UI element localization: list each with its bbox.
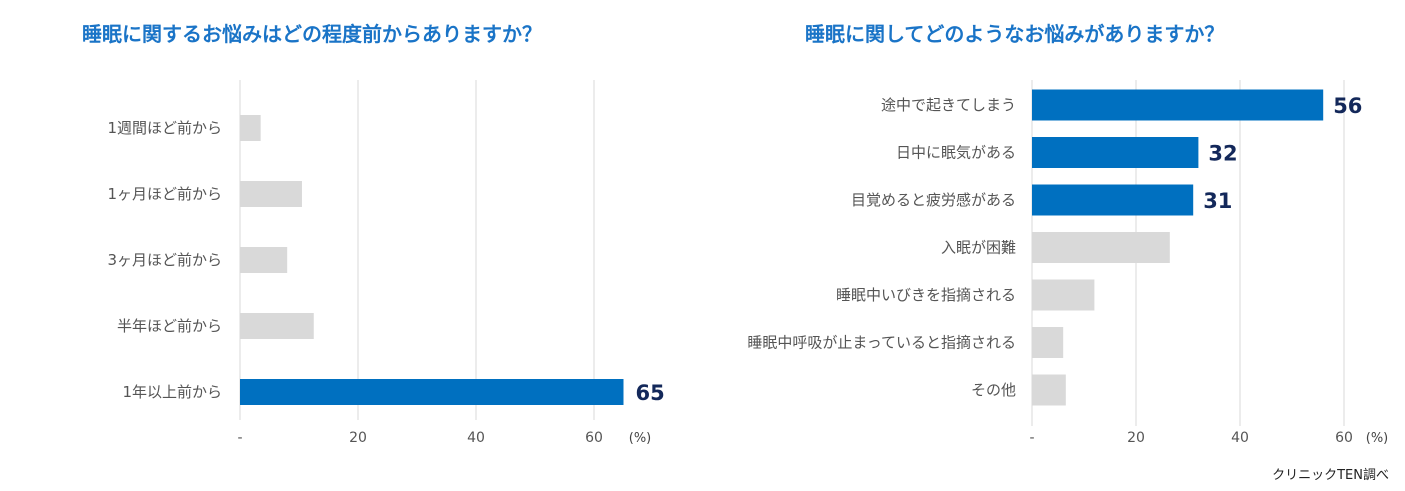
concerns-category-label-6: その他 xyxy=(971,381,1016,399)
duration-tick-label-3: 60 xyxy=(585,430,603,446)
concerns-bar-1 xyxy=(1032,137,1199,168)
concerns-tick-label-0: - xyxy=(1029,430,1034,446)
duration-bar-0 xyxy=(240,115,261,141)
duration-category-label-3: 半年ほど前から xyxy=(117,317,222,335)
chart-duration: - 20 40 60 (%) 1週間ほど前から 1ヶ月ほど前から 3ヶ月ほど前から半年ほど前か… xyxy=(107,80,665,446)
concerns-bar-0 xyxy=(1032,89,1324,121)
duration-category-label-2: 3ヶ月ほど前から xyxy=(107,251,222,269)
concerns-category-label-3: 入眠が困難 xyxy=(941,239,1016,257)
chart-title-concerns: 睡眠に関してどのようなお悩みがありますか？ xyxy=(805,22,1225,46)
concerns-bar-5 xyxy=(1032,327,1064,358)
concerns-category-label-4: 睡眠中いびきを指摘される xyxy=(836,286,1016,304)
duration-category-label-0: 1週間ほど前から xyxy=(107,119,222,137)
duration-unit-label: (%) xyxy=(629,431,652,446)
duration-category-label-1: 1ヶ月ほど前から xyxy=(107,185,222,203)
concerns-category-label-1: 日中に眠気がある xyxy=(896,144,1016,162)
concerns-bar-3 xyxy=(1032,232,1170,263)
duration-tick-label-1: 20 xyxy=(349,430,367,446)
concerns-category-label-5: 睡眠中呼吸が止まっていると指摘される xyxy=(747,334,1016,352)
duration-bar-2 xyxy=(240,247,288,273)
concerns-bar-2 xyxy=(1032,184,1194,216)
concerns-data-label-2: 31 xyxy=(1203,189,1232,213)
concerns-bar-4 xyxy=(1032,279,1095,311)
duration-bar-3 xyxy=(240,313,314,339)
concerns-tick-label-1: 20 xyxy=(1127,430,1145,446)
concerns-tick-label-3: 60 xyxy=(1335,430,1353,446)
duration-tick-label-0: - xyxy=(237,430,242,446)
source-note: クリニックTEN調べ xyxy=(1272,468,1389,483)
concerns-unit-label: (%) xyxy=(1366,431,1389,446)
duration-tick-label-2: 40 xyxy=(467,430,485,446)
concerns-data-label-1: 32 xyxy=(1208,142,1237,166)
concerns-tick-label-2: 40 xyxy=(1231,430,1249,446)
concerns-data-label-0: 56 xyxy=(1333,94,1362,118)
duration-bar-4 xyxy=(240,379,624,405)
chart-title-duration: 睡眠に関するお悩みはどの程度前からありますか？ xyxy=(82,22,542,46)
duration-bar-1 xyxy=(240,181,302,207)
concerns-category-label-0: 途中で起きてしまう xyxy=(881,96,1016,114)
concerns-bar-6 xyxy=(1032,374,1066,406)
duration-category-label-4: 1年以上前から xyxy=(122,383,222,401)
concerns-category-label-2: 目覚めると疲労感がある xyxy=(851,191,1016,209)
duration-data-label-4: 65 xyxy=(636,381,665,405)
